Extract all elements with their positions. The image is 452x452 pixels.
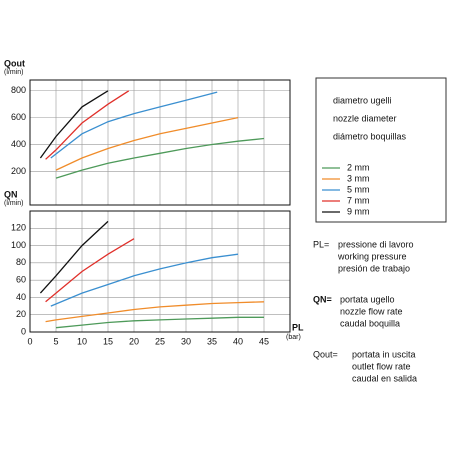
y-tick-label: 20	[16, 309, 26, 319]
legend-label: 2 mm	[347, 162, 370, 172]
note-line: nozzle flow rate	[340, 306, 403, 316]
series-line	[55, 137, 265, 179]
y-tick-label: 200	[11, 166, 26, 176]
series-line	[45, 301, 265, 323]
x-tick-label: 35	[207, 336, 217, 346]
x-tick-label: 30	[181, 336, 191, 346]
note-line: presión de trabajo	[338, 263, 410, 273]
y-axis-unit: (l/min)	[4, 200, 23, 207]
x-tick-label: 5	[53, 336, 58, 346]
series-line	[45, 90, 130, 160]
x-tick-label: 20	[129, 336, 139, 346]
y-tick-label: 60	[16, 275, 26, 285]
y-tick-label: 0	[21, 326, 26, 336]
plot-frame	[29, 79, 291, 206]
x-tick-label: 25	[155, 336, 165, 346]
legend-label: 5 mm	[347, 184, 370, 194]
y-tick-label: 800	[11, 85, 26, 95]
note-line: caudal en salida	[352, 373, 417, 383]
legend-title: diámetro boquillas	[333, 131, 407, 141]
note-line: portata ugello	[340, 294, 395, 304]
y-tick-label: 600	[11, 112, 26, 122]
series-line	[39, 220, 109, 294]
legend-title: nozzle diameter	[333, 113, 397, 123]
y-axis-unit: (l/min)	[4, 69, 23, 76]
y-tick-label: 80	[16, 257, 26, 267]
series-line	[50, 253, 239, 307]
x-tick-label: 40	[233, 336, 243, 346]
note-key: Qout=	[313, 349, 338, 359]
x-tick-label: 15	[103, 336, 113, 346]
series-line	[55, 116, 239, 171]
y-axis-title: QN	[4, 189, 18, 199]
series-line	[39, 90, 109, 159]
legend-label: 9 mm	[347, 206, 370, 216]
x-tick-label: 45	[259, 336, 269, 346]
note-line: caudal boquilla	[340, 318, 400, 328]
series-line	[55, 316, 264, 329]
x-axis-unit: (bar)	[286, 334, 301, 341]
x-tick-label: 10	[77, 336, 87, 346]
note-key: PL=	[313, 239, 329, 249]
series-line	[45, 238, 135, 303]
note-line: working pressure	[337, 251, 407, 261]
y-tick-label: 100	[11, 240, 26, 250]
x-axis-title: PL	[292, 322, 304, 332]
note-key: QN=	[313, 294, 332, 304]
plot-frame	[29, 210, 291, 333]
y-axis-title: Qout	[4, 58, 25, 68]
note-line: outlet flow rate	[352, 361, 411, 371]
legend-box	[315, 77, 447, 223]
series-line	[50, 91, 218, 159]
legend-label: 3 mm	[347, 173, 370, 183]
y-tick-label: 120	[11, 223, 26, 233]
y-tick-label: 400	[11, 139, 26, 149]
y-tick-label: 40	[16, 292, 26, 302]
x-tick-label: 0	[27, 336, 32, 346]
note-line: portata in uscita	[352, 349, 416, 359]
legend-label: 7 mm	[347, 195, 370, 205]
note-line: pressione di lavoro	[338, 239, 414, 249]
legend-title: diametro ugelli	[333, 95, 392, 105]
